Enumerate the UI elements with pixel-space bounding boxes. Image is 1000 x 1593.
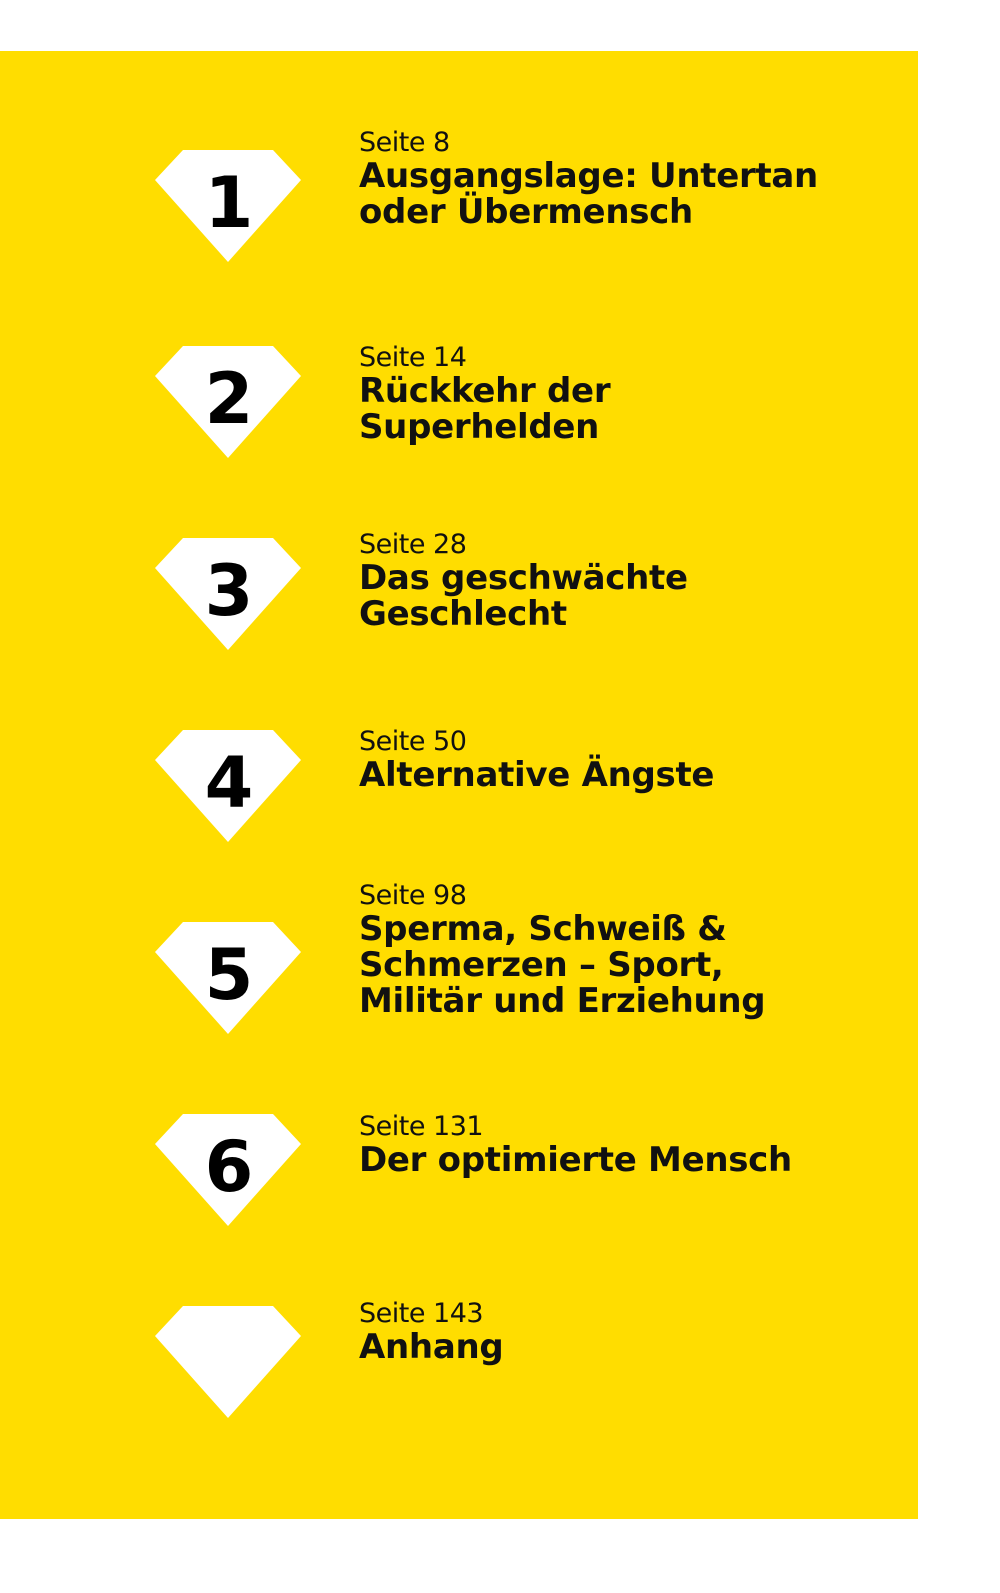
- chapter-title[interactable]: Ausgangslage: Untertan oder Übermensch: [359, 156, 818, 232]
- chapter-title[interactable]: Rückkehr der Superhelden: [359, 371, 611, 447]
- diamond-icon: 1: [155, 150, 301, 262]
- chapter-title[interactable]: Anhang: [359, 1327, 504, 1367]
- chapter-title[interactable]: Alternative Ängste: [359, 755, 715, 795]
- page-reference: Seite 131: [359, 1111, 484, 1142]
- chapter-title[interactable]: Sperma, Schweiß & Schmerzen – Sport, Mil…: [359, 909, 766, 1021]
- page-reference: Seite 14: [359, 342, 467, 373]
- toc-entry-text: Seite 98 Sperma, Schweiß & Schmerzen – S…: [359, 880, 879, 1021]
- chapter-number: 3: [204, 550, 254, 632]
- diamond-shape: [155, 1114, 301, 1226]
- toc-entry-text: Seite 143 Anhang: [359, 1298, 879, 1367]
- toc-entry-text: Seite 131 Der optimierte Mensch: [359, 1111, 879, 1180]
- diamond-shape: [155, 730, 301, 842]
- page-reference: Seite 8: [359, 127, 450, 158]
- chapter-number: 5: [204, 934, 254, 1016]
- diamond-icon: 3: [155, 538, 301, 650]
- diamond-shape: [155, 150, 301, 262]
- diamond-shape: [155, 346, 301, 458]
- toc-entry-text: Seite 28 Das geschwächte Geschlecht: [359, 529, 879, 634]
- diamond-icon: [155, 1306, 301, 1418]
- chapter-number: 4: [204, 742, 254, 824]
- page-reference: Seite 50: [359, 726, 467, 757]
- chapter-title[interactable]: Der optimierte Mensch: [359, 1140, 792, 1180]
- chapter-title[interactable]: Das geschwächte Geschlecht: [359, 558, 688, 634]
- diamond-icon: 4: [155, 730, 301, 842]
- toc-entry-text: Seite 50 Alternative Ängste: [359, 726, 879, 795]
- chapter-number: 2: [204, 358, 254, 440]
- contents-panel: [0, 51, 918, 1519]
- diamond-icon: 2: [155, 346, 301, 458]
- chapter-number: 6: [204, 1126, 254, 1208]
- diamond-icon: 6: [155, 1114, 301, 1226]
- toc-entry-text: Seite 14 Rückkehr der Superhelden: [359, 342, 879, 447]
- diamond-icon: 5: [155, 922, 301, 1034]
- page-reference: Seite 98: [359, 880, 467, 911]
- diamond-shape: [155, 922, 301, 1034]
- diamond-shape: [155, 1306, 301, 1418]
- page-reference: Seite 143: [359, 1298, 484, 1329]
- page-reference: Seite 28: [359, 529, 467, 560]
- diamond-shape: [155, 538, 301, 650]
- toc-entry-text: Seite 8 Ausgangslage: Untertan oder Über…: [359, 127, 879, 232]
- chapter-number: 1: [204, 162, 254, 244]
